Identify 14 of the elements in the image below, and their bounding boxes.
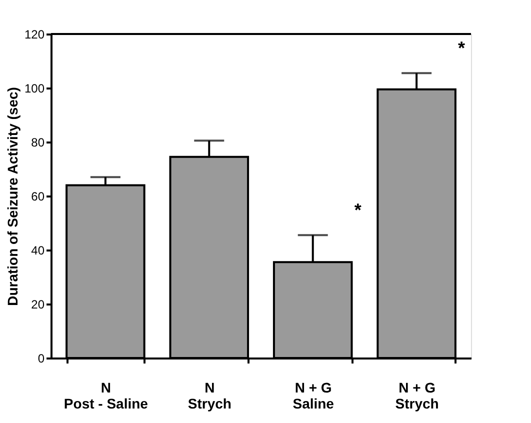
x-tick-label: N Strych [188,380,232,412]
y-tick-label: 120 [24,28,45,42]
x-tick-label: N + G Strych [395,380,439,412]
y-tick-label: 60 [31,190,45,204]
x-tick-label: N + G Saline [292,380,334,412]
y-tick-label: 40 [31,244,45,258]
annotation: * [458,38,466,58]
y-axis-title: Duration of Seizure Activity (sec) [4,87,20,306]
y-tick-label: 20 [31,298,45,312]
y-tick-label: 0 [38,352,45,366]
y-tick-label: 100 [24,82,45,96]
x-tick-label: N Post - Saline [64,380,148,412]
annotation: * [354,200,362,220]
y-tick-label: 80 [31,136,45,150]
